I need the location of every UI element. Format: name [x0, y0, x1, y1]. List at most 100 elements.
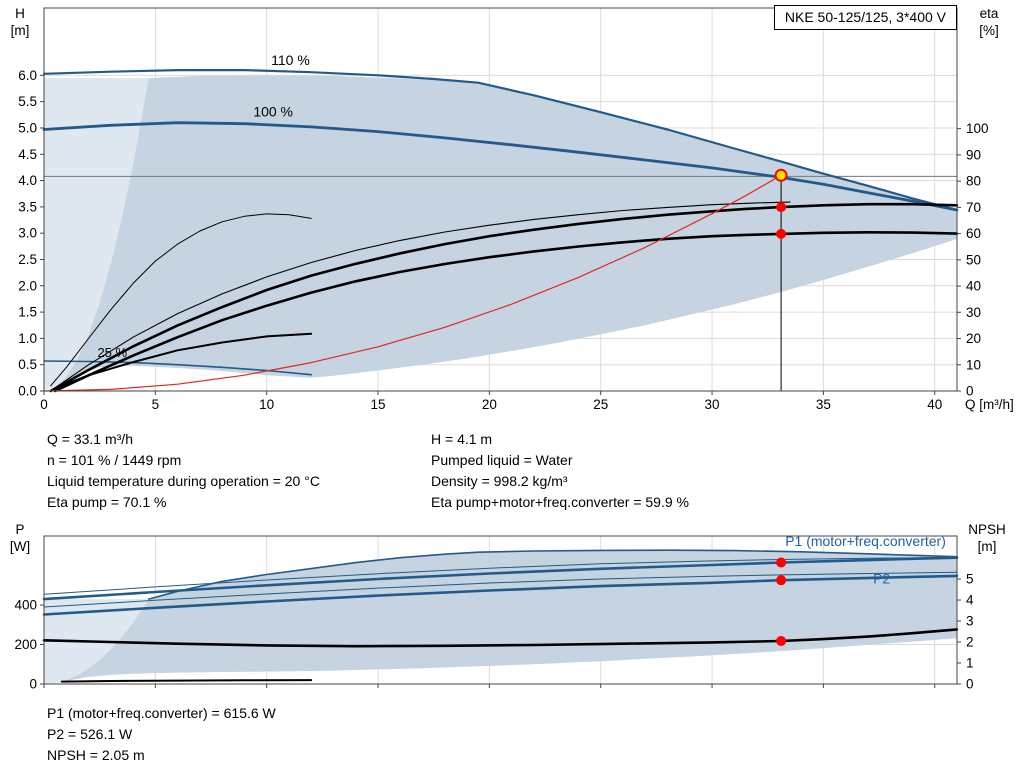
left-axis-tick-label: 0.0 — [18, 384, 37, 399]
duty-info-right: H = 4.1 m Pumped liquid = Water Density … — [431, 429, 689, 513]
x-axis-tick-label: 30 — [705, 397, 720, 412]
left-axis-tick-label: 3.0 — [18, 226, 37, 241]
right-axis-tick-label: 3 — [966, 614, 974, 629]
right-axis-tick-label: 10 — [966, 357, 981, 372]
left-axis-tick-label: 3.5 — [18, 199, 37, 214]
right-axis-tick-label: 70 — [966, 200, 981, 215]
info-line-q: Q = 33.1 m³/h — [47, 431, 133, 447]
result-line-npsh: NPSH = 2.05 m — [47, 747, 145, 763]
info-line-eta-total: Eta pump+motor+freq.converter = 59.9 % — [431, 494, 689, 510]
pump-title-box: NKE 50-125/125, 3*400 V — [773, 5, 957, 30]
right-axis-tick-label: 50 — [966, 252, 981, 267]
info-line-temperature: Liquid temperature during operation = 20… — [47, 473, 320, 489]
head-axis-title: H [m] — [4, 5, 36, 39]
p2-curve — [42, 574, 959, 616]
npsh-axis-title: NPSH [m] — [962, 521, 1012, 555]
axis-title-line: eta — [979, 6, 999, 21]
axis-title-line: NPSH — [968, 522, 1006, 537]
speed-label-25: 25 % — [97, 345, 127, 360]
duty-info-left: Q = 33.1 m³/h n = 101 % / 1449 rpm Liqui… — [47, 429, 320, 513]
right-axis-tick-label: 20 — [966, 331, 981, 346]
speed-label-110: 110 % — [271, 52, 310, 68]
head-capacity-chart: 0.0 0.5 1.0 1.5 2.0 2.5 3.0 3.5 4.0 4.5 5.0 5.5 6.0 0… — [18, 7, 1014, 412]
right-axis-tick-label: 1 — [966, 656, 974, 671]
left-axis-tick-label: 0.5 — [18, 357, 37, 372]
axis-title-line: P — [15, 522, 25, 537]
p1-curve-label: P1 (motor+freq.converter) — [785, 533, 946, 549]
right-axis-tick-label: 40 — [966, 279, 981, 294]
right-axis-tick-label: 5 — [966, 572, 974, 587]
head-capacity-chart-frame — [43, 7, 958, 392]
result-line-p1: P1 (motor+freq.converter) = 615.6 W — [47, 705, 276, 721]
left-axis-tick-label: 5.0 — [18, 120, 37, 135]
speed-curve-100 — [42, 121, 959, 212]
x-axis-tick-label: 10 — [259, 397, 274, 412]
p1-curve — [42, 556, 959, 601]
x-axis-tick-label: 0 — [40, 397, 48, 412]
operating-range-extended — [44, 78, 149, 390]
p2-curve-label: P2 — [873, 570, 890, 586]
speed-label-100: 100 % — [253, 103, 293, 119]
eta-total-point — [776, 228, 787, 239]
left-axis-tick-label: 5.5 — [18, 94, 37, 109]
info-line-eta-pump: Eta pump = 70.1 % — [47, 494, 167, 510]
info-line-density: Density = 998.2 kg/m³ — [431, 473, 568, 489]
right-axis-tick-label: 0 — [966, 677, 974, 692]
results-info: P1 (motor+freq.converter) = 615.6 W P2 =… — [47, 703, 276, 766]
right-axis-tick-label: 30 — [966, 305, 981, 320]
axis-title-line: [%] — [979, 23, 999, 38]
right-axis-tick-label: 0 — [966, 384, 974, 399]
power-range — [55, 550, 958, 683]
speed-curve-110 — [42, 68, 959, 212]
x-axis-tick-label: 40 — [927, 397, 942, 412]
left-axis-tick-label: 4.5 — [18, 147, 37, 162]
result-line-p2: P2 = 526.1 W — [47, 726, 133, 742]
power-aux-curve-2 — [43, 571, 958, 608]
x-axis-tick-label: 35 — [816, 397, 831, 412]
axis-title-line: [m] — [10, 23, 30, 38]
axis-title-line: [m] — [977, 539, 997, 554]
info-line-liquid: Pumped liquid = Water — [431, 452, 573, 468]
power-axis-title: P [W] — [4, 521, 36, 555]
left-axis-tick-label: 1.0 — [18, 331, 37, 346]
p2-point — [776, 575, 787, 586]
power-max-curve — [147, 549, 958, 600]
right-axis-tick-label: 2 — [966, 635, 974, 650]
left-axis-tick-label: 400 — [14, 598, 37, 613]
npsh-curve — [42, 628, 959, 648]
info-line-head: H = 4.1 m — [431, 431, 493, 447]
operating-range — [55, 75, 958, 388]
left-axis-tick-label: 200 — [14, 637, 37, 652]
power-25-curve — [60, 679, 313, 683]
x-axis-tick-label: 5 — [152, 397, 160, 412]
x-axis-tick-label: 20 — [482, 397, 497, 412]
x-axis-title: Q [m³/h] — [965, 397, 1014, 412]
x-axis-tick-label: 15 — [371, 397, 386, 412]
left-axis-tick-label: 2.0 — [18, 278, 37, 293]
duty-point[interactable] — [774, 168, 788, 182]
eta-100-curve — [50, 201, 791, 392]
right-axis-tick-label: 80 — [966, 174, 981, 189]
npsh-point — [776, 635, 787, 646]
left-axis-tick-label: 6.0 — [18, 68, 37, 83]
power-npsh-chart: 0 200 400 0 1 2 3 4 5 P1 (motor+freq.converter) P2 — [14, 533, 974, 692]
left-axis-tick-label: 0 — [29, 677, 37, 692]
info-line-speed: n = 101 % / 1449 rpm — [47, 452, 182, 468]
right-axis-tick-label: 100 — [966, 121, 989, 136]
right-axis-tick-label: 60 — [966, 226, 981, 241]
p1-point — [776, 557, 787, 568]
axis-title-line: H — [15, 6, 25, 21]
axis-title-line: [W] — [9, 539, 31, 554]
eta-total-curve — [53, 231, 959, 393]
left-axis-tick-label: 2.5 — [18, 252, 37, 267]
power-npsh-chart-frame — [43, 535, 958, 685]
system-curve — [43, 174, 782, 392]
left-axis-tick-label: 1.5 — [18, 305, 37, 320]
x-axis-tick-label: 25 — [593, 397, 608, 412]
eta-low-speed-arc — [50, 213, 312, 387]
eta-axis-title: eta [%] — [972, 5, 1006, 39]
right-axis-tick-label: 4 — [966, 593, 974, 608]
eta-pump-curve — [49, 202, 959, 393]
